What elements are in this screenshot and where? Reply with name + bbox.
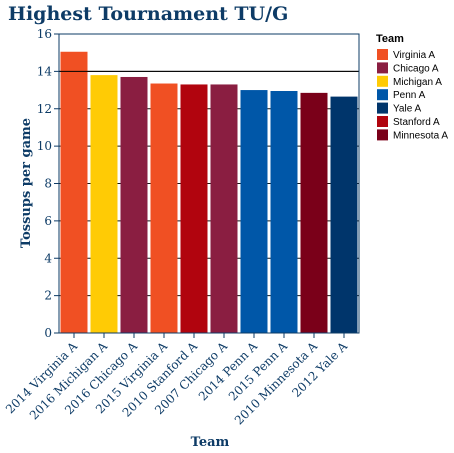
- legend-swatch: [377, 49, 388, 60]
- legend-label: Penn A: [393, 90, 426, 101]
- legend-label: Yale A: [393, 104, 421, 115]
- plot-frame: [58, 33, 360, 334]
- y-axis-title: Tossups per game: [19, 118, 34, 248]
- legend-title: Team: [376, 33, 404, 45]
- y-tick-label: 8: [44, 177, 52, 191]
- y-tick-label: 14: [37, 64, 53, 78]
- y-tick-label: 10: [37, 139, 52, 153]
- bar: [240, 90, 268, 333]
- y-tick-label: 0: [44, 326, 52, 340]
- bar: [270, 90, 298, 333]
- y-tick-label: 4: [44, 251, 52, 265]
- bar: [90, 75, 118, 334]
- legend-label: Minnesota A: [393, 130, 448, 141]
- bar: [300, 92, 328, 333]
- legend-label: Stanford A: [393, 117, 440, 128]
- bar: [330, 96, 358, 334]
- y-tick-label: 6: [44, 214, 52, 228]
- legend: Virginia A Chicago A Michigan A Penn A Yale …: [377, 49, 448, 141]
- legend-swatch: [377, 75, 388, 87]
- y-tick-label: 2: [44, 289, 52, 303]
- bar: [120, 76, 148, 333]
- bar: [210, 84, 238, 333]
- x-axis-title: Team: [191, 435, 230, 450]
- legend-swatch: [377, 89, 388, 101]
- bar: [60, 51, 88, 334]
- bar: [180, 84, 208, 333]
- legend-swatch: [377, 62, 388, 74]
- legend-label: Chicago A: [393, 63, 439, 74]
- y-tick-label: 16: [37, 27, 52, 41]
- legend-swatch: [377, 116, 388, 127]
- y-tick-label: 12: [37, 102, 52, 116]
- chart-title: Highest Tournament TU/G: [8, 3, 288, 25]
- legend-swatch: [377, 129, 388, 141]
- legend-label: Michigan A: [393, 77, 442, 88]
- legend-label: Virginia A: [393, 50, 435, 61]
- legend-swatch: [377, 102, 388, 114]
- bar: [150, 83, 178, 333]
